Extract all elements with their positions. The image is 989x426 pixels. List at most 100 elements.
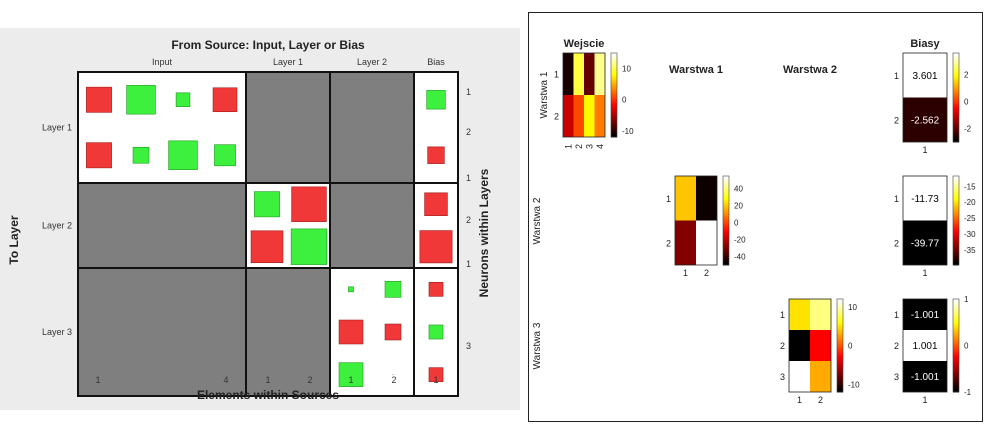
weight-block — [414, 72, 458, 183]
colorbar-segment — [953, 180, 959, 184]
colorbar-segment — [953, 308, 959, 312]
colorbar-segment — [837, 329, 843, 333]
colorbar-segment — [611, 118, 617, 121]
colorbar-segment — [723, 182, 729, 186]
heatmap-cell — [789, 299, 810, 330]
colorbar-segment — [837, 378, 843, 381]
colorbar-segment — [953, 368, 959, 372]
colorbar-segment — [837, 352, 843, 356]
colorbar-tick-label: 20 — [734, 202, 743, 211]
chart-title: From Source: Input, Layer or Bias — [171, 38, 365, 52]
colorbar-segment — [953, 326, 959, 330]
colorbar-segment — [953, 218, 959, 221]
heatmap-cell — [903, 176, 947, 221]
colorbar-segment — [837, 343, 843, 346]
heatmap-cell — [584, 53, 595, 95]
colorbar-segment — [837, 385, 843, 388]
heatmap-frame — [788, 298, 832, 393]
target-layer-label: Layer 3 — [42, 327, 72, 337]
column-header: Wejscie — [564, 38, 605, 50]
colorbar-segment — [611, 111, 617, 115]
colorbar-segment — [723, 233, 729, 237]
column-header: Warstwa 1 — [669, 64, 723, 76]
heatmap-cell — [573, 95, 584, 137]
colorbar-segment — [611, 71, 617, 75]
heatmap-cell — [789, 361, 810, 392]
cell-value-label: 1.001 — [912, 341, 937, 352]
colorbar-segment — [953, 101, 959, 105]
colorbar-segment — [953, 117, 959, 121]
colorbar-segment — [953, 354, 959, 358]
colorbar-segment — [837, 361, 843, 365]
row-header: Warstwa 2 — [532, 197, 543, 244]
colorbar-segment — [953, 59, 959, 63]
colorbar-segment — [611, 113, 617, 117]
row-tick-label: 1 — [894, 194, 899, 204]
column-header: Warstwa 2 — [783, 64, 837, 76]
colorbar-segment — [953, 124, 959, 127]
colorbar-segment — [611, 90, 617, 94]
inactive-block — [330, 183, 414, 268]
weight-square — [338, 319, 364, 345]
colorbar-segment — [953, 319, 959, 323]
colorbar-segment — [953, 373, 959, 377]
colorbar-frame — [952, 298, 960, 393]
cell-value-label: 3.601 — [912, 71, 937, 82]
colorbar-segment — [723, 176, 729, 179]
weight-square — [168, 140, 198, 170]
colorbar-segment — [953, 345, 959, 349]
row-tick-label: 2 — [894, 238, 899, 248]
heatmap-cell — [903, 53, 947, 98]
weight-square — [291, 186, 327, 222]
colorbar-segment — [837, 333, 843, 337]
colorbar-segment — [611, 122, 617, 125]
colorbar-tick-label: -15 — [964, 182, 976, 191]
colorbar-segment — [723, 216, 729, 219]
colorbar-segment — [723, 178, 729, 181]
colorbar-segment — [723, 262, 729, 266]
colorbar-segment — [723, 224, 729, 228]
colorbar-segment — [953, 222, 959, 226]
neuron-tick-label: 3 — [466, 341, 471, 351]
colorbar-segment — [953, 262, 959, 266]
colorbar-segment — [837, 317, 843, 321]
colorbar-segment — [611, 74, 617, 77]
colorbar-segment — [953, 256, 959, 259]
colorbar-segment — [837, 301, 843, 305]
heatmap-frame — [562, 52, 606, 138]
colorbar-segment — [953, 106, 959, 110]
colorbar-segment — [953, 119, 959, 123]
colorbar-segment — [953, 387, 959, 391]
colorbar-segment — [837, 336, 843, 340]
colorbar-segment — [953, 251, 959, 255]
colorbar-segment — [953, 240, 959, 244]
colorbar-segment — [837, 308, 843, 312]
colorbar-segment — [837, 357, 843, 360]
colorbar-segment — [723, 249, 729, 253]
colorbar-segment — [953, 90, 959, 94]
column-header: Biasy — [910, 38, 940, 50]
colorbar-segment — [723, 244, 729, 248]
colorbar-segment — [611, 65, 617, 69]
colorbar-segment — [953, 81, 959, 85]
colorbar-segment — [611, 92, 617, 96]
heatmap-grid-chart: Wejscie Warstwa 1 Warstwa 2 Biasy Warstwa 1 W… — [532, 38, 976, 405]
col-tick-label: 1 — [922, 268, 927, 278]
colorbar-segment — [611, 126, 617, 130]
colorbar-segment — [953, 331, 959, 335]
y-axis-label-right: Neurons within Layers — [477, 168, 491, 297]
weight-map-panel: From Source: Input, Layer or Bias Input La… — [0, 28, 520, 410]
heatmap-cell — [573, 53, 584, 95]
colorbar-segment — [723, 236, 729, 239]
colorbar-segment — [953, 371, 959, 374]
weight-square — [132, 146, 150, 164]
colorbar-segment — [723, 207, 729, 210]
heatmap-frame — [674, 175, 718, 266]
colorbar-segment — [953, 220, 959, 224]
colorbar-tick-label: -30 — [964, 230, 976, 239]
weight-square — [419, 230, 453, 264]
colorbar-segment — [953, 68, 959, 72]
row-tick-label: 3 — [894, 372, 899, 382]
colorbar-segment — [837, 338, 843, 342]
colorbar-segment — [953, 322, 959, 326]
